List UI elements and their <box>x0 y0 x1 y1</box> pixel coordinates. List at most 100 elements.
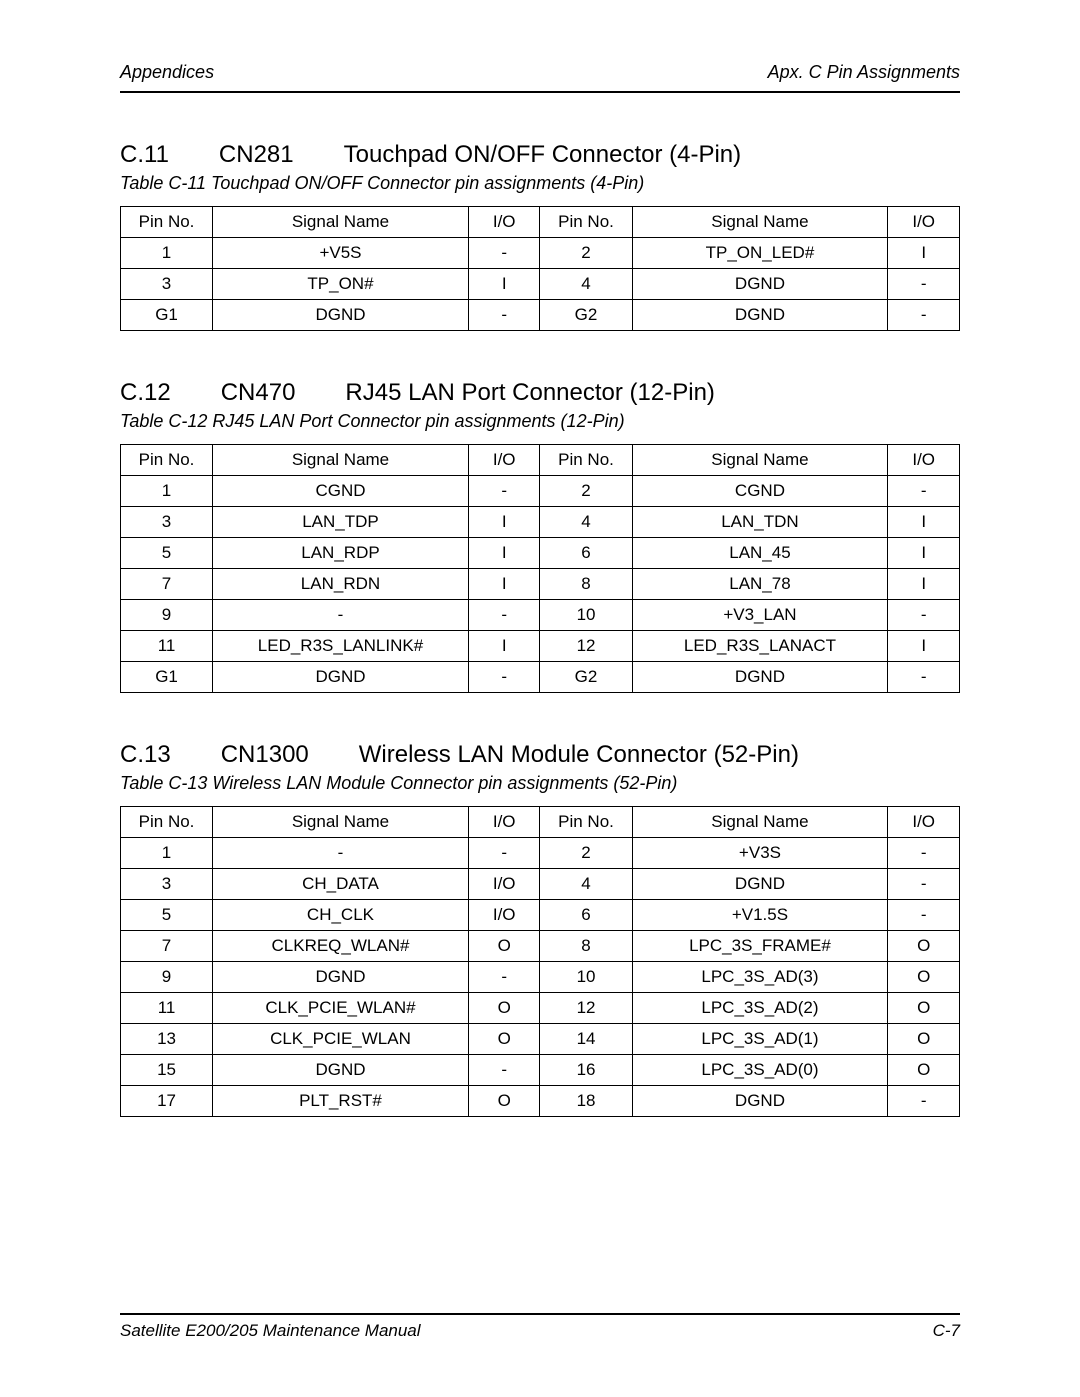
table-caption: Table C-12 RJ45 LAN Port Connector pin a… <box>120 411 960 432</box>
table-cell: 18 <box>540 1086 632 1117</box>
pin-table: Pin No.Signal NameI/OPin No.Signal NameI… <box>120 806 960 1117</box>
table-cell: 14 <box>540 1024 632 1055</box>
table-cell: 7 <box>121 931 213 962</box>
section-heading: C.11CN281Touchpad ON/OFF Connector (4-Pi… <box>120 141 960 169</box>
table-cell: DGND <box>632 869 888 900</box>
section-number: C.11 <box>120 141 169 169</box>
table-cell: 12 <box>540 993 632 1024</box>
table-cell: 3 <box>121 869 213 900</box>
table-cell: DGND <box>213 662 469 693</box>
table-cell: - <box>888 662 960 693</box>
section-title: Wireless LAN Module Connector (52-Pin) <box>359 741 960 769</box>
page-header: Appendices Apx. C Pin Assignments <box>120 62 960 93</box>
connector-code: CN1300 <box>221 741 309 769</box>
table-header-cell: Pin No. <box>121 207 213 238</box>
table-cell: LED_R3S_LANACT <box>632 631 888 662</box>
table-cell: DGND <box>213 962 469 993</box>
table-cell: I <box>888 631 960 662</box>
table-cell: 16 <box>540 1055 632 1086</box>
table-cell: 9 <box>121 962 213 993</box>
table-header-cell: Signal Name <box>632 445 888 476</box>
table-cell: LAN_TDN <box>632 507 888 538</box>
table-cell: O <box>888 931 960 962</box>
table-cell: I <box>468 538 540 569</box>
table-cell: 8 <box>540 931 632 962</box>
table-cell: CH_CLK <box>213 900 469 931</box>
table-row: 5CH_CLKI/O6+V1.5S- <box>121 900 960 931</box>
table-cell: G2 <box>540 662 632 693</box>
table-cell: 17 <box>121 1086 213 1117</box>
table-cell: - <box>468 838 540 869</box>
section-heading: C.12CN470RJ45 LAN Port Connector (12-Pin… <box>120 379 960 407</box>
table-cell: TP_ON# <box>213 269 469 300</box>
table-cell: - <box>888 900 960 931</box>
table-cell: LAN_RDP <box>213 538 469 569</box>
table-cell: O <box>468 993 540 1024</box>
table-cell: 9 <box>121 600 213 631</box>
table-header-cell: Signal Name <box>213 207 469 238</box>
table-cell: LPC_3S_AD(2) <box>632 993 888 1024</box>
table-cell: O <box>468 931 540 962</box>
section-number: C.12 <box>120 379 171 407</box>
table-cell: I <box>468 269 540 300</box>
section-number: C.13 <box>120 741 171 769</box>
table-cell: LAN_78 <box>632 569 888 600</box>
table-cell: 5 <box>121 538 213 569</box>
table-header-row: Pin No.Signal NameI/OPin No.Signal NameI… <box>121 207 960 238</box>
table-cell: DGND <box>632 269 888 300</box>
table-row: G1DGND-G2DGND- <box>121 662 960 693</box>
table-cell: I <box>888 569 960 600</box>
table-cell: 4 <box>540 507 632 538</box>
table-row: 9--10+V3_LAN- <box>121 600 960 631</box>
table-cell: LAN_RDN <box>213 569 469 600</box>
table-cell: - <box>468 600 540 631</box>
table-row: 5LAN_RDPI6LAN_45I <box>121 538 960 569</box>
table-row: 9DGND-10LPC_3S_AD(3)O <box>121 962 960 993</box>
table-header-cell: Signal Name <box>213 445 469 476</box>
table-row: 17PLT_RST#O18DGND- <box>121 1086 960 1117</box>
table-cell: 1 <box>121 238 213 269</box>
table-cell: CLKREQ_WLAN# <box>213 931 469 962</box>
table-cell: 11 <box>121 631 213 662</box>
table-cell: I <box>888 538 960 569</box>
table-cell: DGND <box>632 300 888 331</box>
table-caption: Table C-11 Touchpad ON/OFF Connector pin… <box>120 173 960 194</box>
connector-code: CN470 <box>221 379 296 407</box>
table-cell: 6 <box>540 900 632 931</box>
table-header-cell: I/O <box>888 445 960 476</box>
table-header-cell: I/O <box>468 445 540 476</box>
table-cell: G2 <box>540 300 632 331</box>
table-cell: +V3_LAN <box>632 600 888 631</box>
header-left: Appendices <box>120 62 214 83</box>
table-cell: LAN_TDP <box>213 507 469 538</box>
table-row: 7CLKREQ_WLAN#O8LPC_3S_FRAME#O <box>121 931 960 962</box>
table-cell: I/O <box>468 900 540 931</box>
table-header-cell: Pin No. <box>540 807 632 838</box>
table-cell: LAN_45 <box>632 538 888 569</box>
table-cell: CGND <box>213 476 469 507</box>
table-header-row: Pin No.Signal NameI/OPin No.Signal NameI… <box>121 807 960 838</box>
table-cell: 2 <box>540 238 632 269</box>
table-row: 3TP_ON#I4DGND- <box>121 269 960 300</box>
table-cell: O <box>888 993 960 1024</box>
table-cell: 6 <box>540 538 632 569</box>
table-cell: DGND <box>632 662 888 693</box>
footer-left: Satellite E200/205 Maintenance Manual <box>120 1321 421 1341</box>
table-cell: - <box>213 600 469 631</box>
table-cell: I/O <box>468 869 540 900</box>
table-cell: 3 <box>121 507 213 538</box>
table-header-cell: Pin No. <box>540 445 632 476</box>
table-cell: 4 <box>540 869 632 900</box>
table-header-cell: Pin No. <box>121 807 213 838</box>
table-cell: +V1.5S <box>632 900 888 931</box>
table-cell: 5 <box>121 900 213 931</box>
table-cell: O <box>888 1024 960 1055</box>
table-cell: PLT_RST# <box>213 1086 469 1117</box>
table-header-cell: Signal Name <box>632 207 888 238</box>
table-header-cell: Signal Name <box>632 807 888 838</box>
table-cell: O <box>888 1055 960 1086</box>
table-row: 3LAN_TDPI4LAN_TDNI <box>121 507 960 538</box>
table-cell: LPC_3S_AD(3) <box>632 962 888 993</box>
table-row: 1+V5S-2TP_ON_LED#I <box>121 238 960 269</box>
table-cell: G1 <box>121 662 213 693</box>
